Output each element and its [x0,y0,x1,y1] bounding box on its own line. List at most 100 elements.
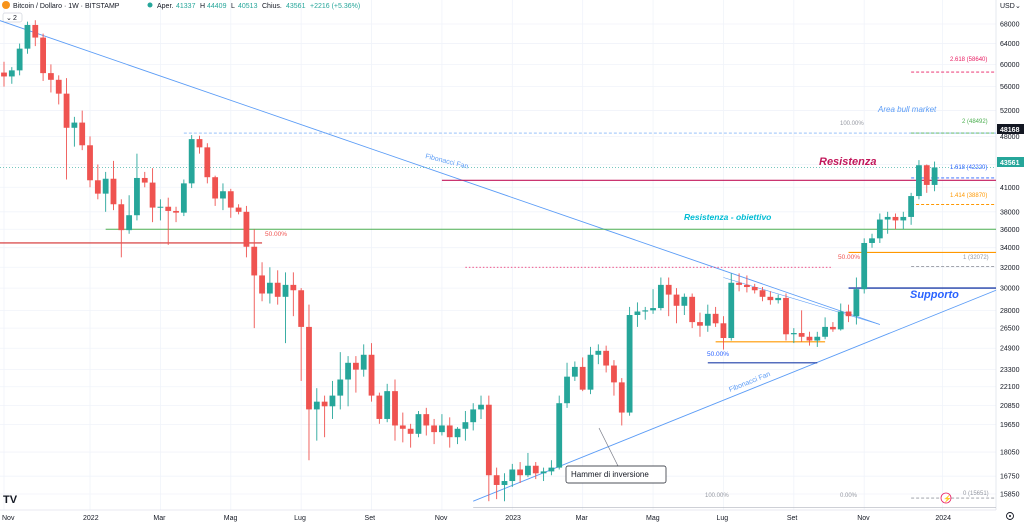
collapse-legend-button[interactable]: ⌄ 2 [2,12,23,23]
time-tick-label: Mar [576,515,589,522]
collapse-count: 2 [13,15,17,22]
go-to-realtime-button[interactable]: ⚡ [940,492,952,504]
candle-body [274,282,281,297]
candle-body [298,290,305,327]
candle-body [783,297,789,335]
candle-body [141,177,148,183]
candle-body [79,122,86,146]
fib-2-label: 2 (48492) [962,119,988,125]
candle-body [415,414,422,434]
candle-body [540,471,547,474]
candle-body [642,310,649,312]
candle-body [149,182,156,208]
price-badge-48168: 48168 [997,124,1024,134]
candle-body [485,404,492,476]
candle-body [94,180,101,194]
price-tick-label: 41000 [1000,185,1020,192]
candle-body [790,333,797,335]
candle-body [611,365,617,383]
candle-body [87,145,93,181]
price-badge-value: 48168 [1000,127,1020,134]
candle-body [595,350,602,355]
candle-body [431,425,437,433]
candle-body [650,308,656,311]
candles [1,20,938,502]
candle-body [704,313,711,326]
candle-body [908,196,915,217]
candle-body [720,323,727,339]
candle-body [626,315,633,413]
candle-body [618,382,625,413]
candle-body [579,366,586,390]
candle-body [822,326,828,337]
drawings [0,20,997,508]
candle-body [916,165,922,197]
candle-body [368,354,375,396]
candle-body [439,425,445,433]
bitcoin-logo-icon [2,1,10,9]
candle-body [16,48,23,71]
price-tick-label: 24900 [1000,346,1020,353]
candle-body [861,242,868,290]
time-scale[interactable]: Nov 2022 Mar Mag Lug Set Nov 2023 Mar Mag Lug Set No… [0,509,996,522]
open-label: Aper. [157,3,173,10]
candle-body [118,204,125,231]
candle-body [501,481,508,485]
price-tick-label: 56000 [1000,84,1020,91]
fibonacci-fan-label: Fibonacci Fan [728,371,771,394]
tradingview-logo: TV [3,494,18,506]
candle-body [8,70,15,77]
candle-body [251,246,258,276]
header: Bitcoin / Dollaro · 1W · BITSTAMP Aper. … [2,1,360,23]
price-tick-label: 20850 [1000,403,1020,410]
candle-body [40,37,46,74]
candle-body [353,362,359,370]
price-tick-label: 36000 [1000,227,1020,234]
price-scale[interactable]: USD ⌄ 15850 16750 18050 19650 20850 22100 2330… [995,0,1024,520]
candle-body [556,403,563,468]
fibonacci-fan-line [0,20,880,325]
fib-1-414-label: 1.414 (38870) [950,193,987,199]
candle-body [673,294,680,306]
candle-body [744,284,750,288]
candle-body [509,469,516,482]
candle-body [423,414,430,426]
candle-body [892,216,899,221]
time-tick-label: 2023 [505,515,521,522]
candle-body [853,289,860,317]
candle-body [384,391,391,419]
candle-body [697,322,703,326]
candle-body [876,219,883,239]
candle-body [204,147,211,178]
candle-body [689,296,696,323]
time-tick-label: Mar [153,515,166,522]
candle-body [134,177,140,216]
candle-body [806,336,813,341]
price-badge-43561: 43561 [997,157,1024,167]
candle-body [657,284,664,309]
candle-body [837,311,844,330]
candle-body [321,401,328,407]
price-tick-label: 32000 [1000,265,1020,272]
candle-body [24,24,31,49]
price-tick-label: 18050 [1000,450,1020,457]
candle-body [157,206,164,208]
time-tick-label: 2022 [83,515,99,522]
price-tick-label: 34000 [1000,245,1020,252]
mid-50-label: 50.00% [838,254,860,261]
candle-body [931,167,938,185]
price-tick-label: 26500 [1000,326,1020,333]
currency-label: USD [1000,3,1015,10]
candle-body [337,379,344,396]
close-label: Chius. [262,3,282,10]
chart-settings-button[interactable] [1006,512,1014,520]
candle-body [728,282,735,339]
candle-body [32,24,39,38]
hammer-label: Hammer di inversione [571,470,649,479]
fib-0-label: 0 (15651) [963,491,989,497]
candle-body [188,139,195,184]
candle-body [548,467,555,472]
low-50-label: 50.00% [707,351,729,358]
currency-dropdown-button[interactable]: ⌄ [1015,3,1021,10]
